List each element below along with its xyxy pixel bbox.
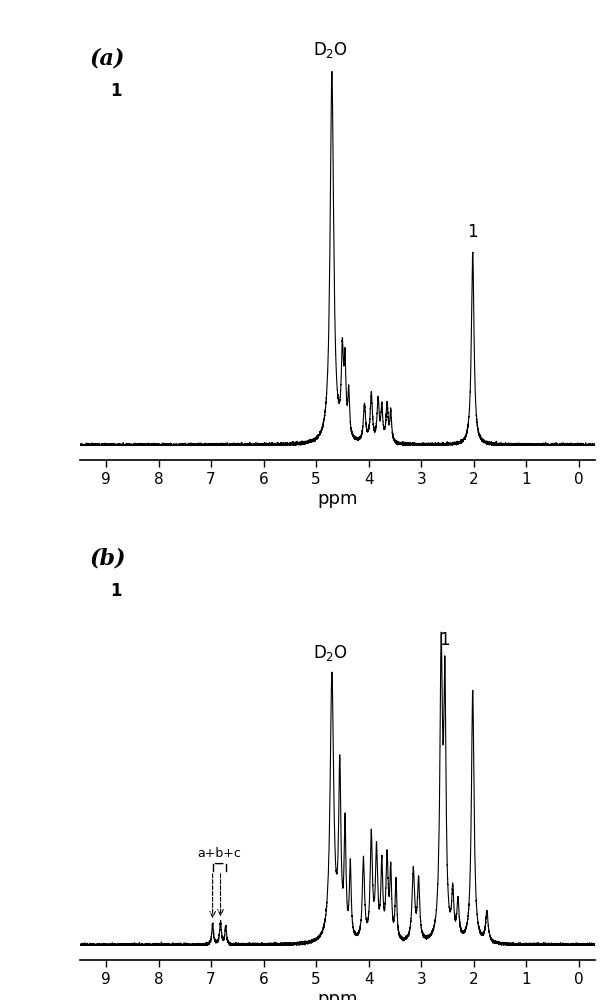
Text: (a): (a) xyxy=(90,47,126,69)
Text: (b): (b) xyxy=(90,547,126,569)
Text: 1: 1 xyxy=(440,631,450,649)
Text: D$_2$O: D$_2$O xyxy=(313,643,348,663)
X-axis label: ppm: ppm xyxy=(317,990,357,1000)
Text: D$_2$O: D$_2$O xyxy=(313,40,348,60)
Text: 1: 1 xyxy=(467,223,478,241)
X-axis label: ppm: ppm xyxy=(317,490,357,508)
Text: a+b+c: a+b+c xyxy=(197,847,241,860)
Text: 1: 1 xyxy=(110,82,122,100)
Text: 1: 1 xyxy=(110,582,122,600)
